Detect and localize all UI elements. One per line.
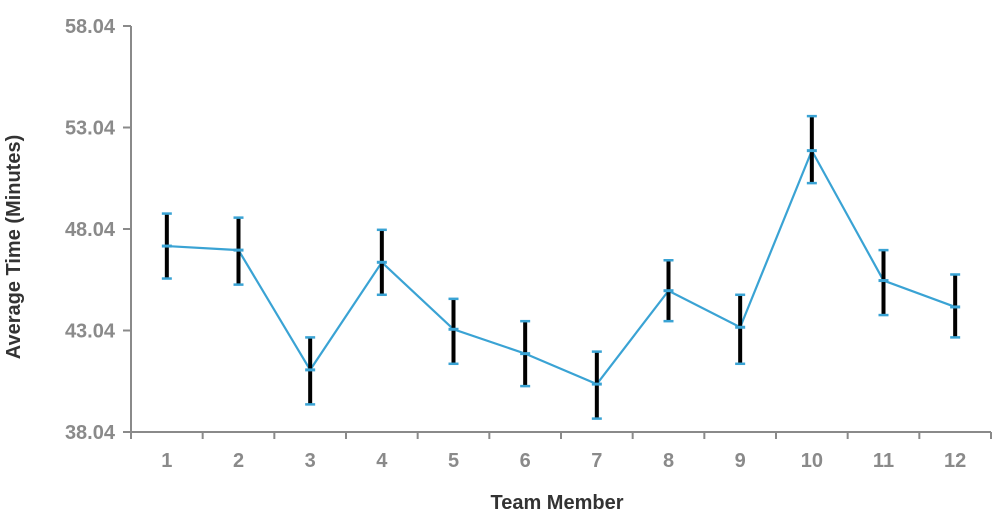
x-tick-label: 8 <box>663 450 674 472</box>
x-tick-label: 10 <box>801 450 823 472</box>
x-tick-label: 5 <box>448 450 459 472</box>
y-tick-label: 38.04 <box>65 422 116 444</box>
x-tick-label: 3 <box>305 450 316 472</box>
x-tick-label: 11 <box>873 450 894 472</box>
y-tick-label: 53.04 <box>65 118 116 140</box>
series-line <box>166 148 956 386</box>
x-axis-ticks: 1 2 3 4 5 6 7 8 9 10 11 12 <box>130 432 992 472</box>
axes <box>130 26 991 433</box>
y-tick-label: 58.04 <box>65 16 116 38</box>
x-tick-label: 6 <box>520 450 531 472</box>
y-tick-label: 48.04 <box>65 219 116 241</box>
x-tick-label: 1 <box>161 450 172 472</box>
x-axis-title: Team Member <box>490 492 623 514</box>
x-tick-label: 4 <box>376 450 388 472</box>
x-tick-label: 7 <box>591 450 602 472</box>
y-axis-ticks: 38.04 43.04 48.04 53.04 58.04 <box>65 16 131 444</box>
y-axis-title: Average Time (Minutes) <box>3 135 25 360</box>
y-tick-label: 43.04 <box>65 321 116 343</box>
x-tick-label: 9 <box>735 450 746 472</box>
x-tick-label: 2 <box>233 450 244 472</box>
x-tick-label: 12 <box>944 450 966 472</box>
series-layer <box>161 114 961 420</box>
